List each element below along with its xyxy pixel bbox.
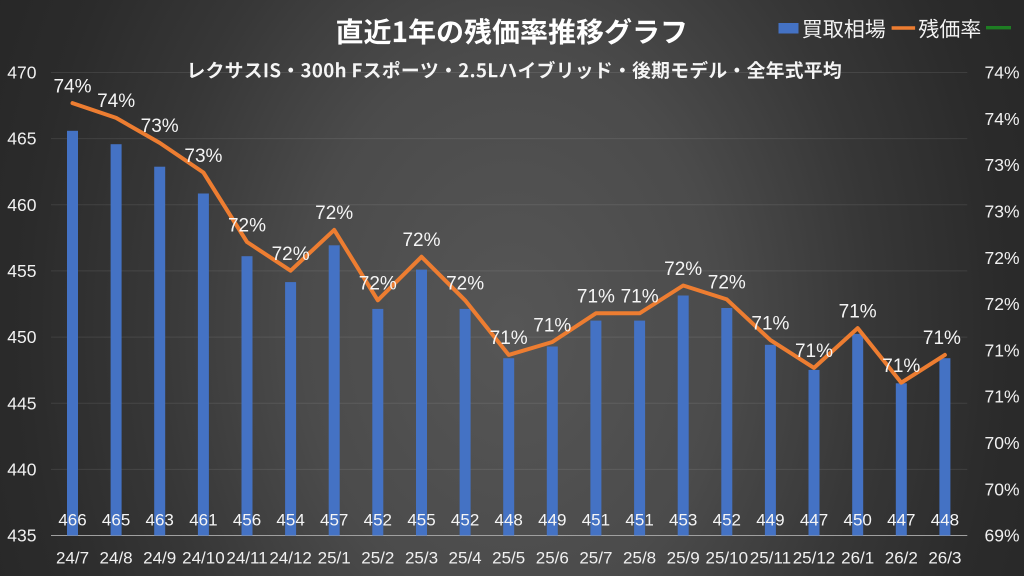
svg-text:71%: 71%: [985, 387, 1020, 407]
svg-text:25/7: 25/7: [579, 549, 612, 568]
svg-text:25/4: 25/4: [449, 549, 482, 568]
svg-text:72%: 72%: [985, 294, 1020, 314]
svg-text:24/10: 24/10: [182, 549, 225, 568]
svg-text:24/11: 24/11: [226, 549, 267, 568]
svg-text:447: 447: [887, 511, 915, 530]
svg-text:25/10: 25/10: [706, 549, 749, 568]
svg-text:450: 450: [844, 511, 872, 530]
svg-text:71%: 71%: [621, 287, 659, 308]
svg-text:25/9: 25/9: [667, 549, 700, 568]
svg-text:73%: 73%: [141, 116, 179, 137]
svg-text:71%: 71%: [795, 341, 833, 362]
svg-text:451: 451: [582, 511, 610, 530]
svg-text:455: 455: [407, 511, 435, 530]
svg-text:24/12: 24/12: [269, 549, 312, 568]
svg-text:72%: 72%: [446, 274, 484, 295]
svg-text:71%: 71%: [533, 315, 571, 336]
svg-text:25/12: 25/12: [793, 549, 836, 568]
svg-text:24/7: 24/7: [56, 549, 89, 568]
svg-text:70%: 70%: [985, 479, 1020, 499]
svg-text:465: 465: [102, 511, 130, 530]
svg-text:447: 447: [800, 511, 828, 530]
svg-text:72%: 72%: [664, 259, 702, 280]
svg-text:25/2: 25/2: [361, 549, 394, 568]
svg-text:69%: 69%: [985, 526, 1020, 546]
svg-text:71%: 71%: [751, 313, 789, 334]
svg-text:452: 452: [451, 511, 479, 530]
svg-text:435: 435: [7, 526, 36, 546]
svg-text:71%: 71%: [839, 301, 877, 322]
svg-text:463: 463: [146, 511, 174, 530]
svg-text:450: 450: [7, 327, 36, 347]
svg-text:74%: 74%: [985, 109, 1020, 129]
svg-text:72%: 72%: [228, 215, 266, 236]
svg-text:26/3: 26/3: [928, 549, 961, 568]
svg-text:25/6: 25/6: [536, 549, 569, 568]
svg-text:71%: 71%: [490, 328, 528, 349]
svg-text:25/11: 25/11: [750, 549, 791, 568]
svg-text:72%: 72%: [708, 273, 746, 294]
svg-text:448: 448: [495, 511, 523, 530]
svg-text:461: 461: [189, 511, 217, 530]
svg-text:74%: 74%: [53, 76, 91, 97]
svg-text:452: 452: [713, 511, 741, 530]
svg-text:26/1: 26/1: [841, 549, 874, 568]
svg-text:74%: 74%: [97, 91, 135, 112]
svg-text:25/3: 25/3: [405, 549, 438, 568]
svg-text:74%: 74%: [985, 63, 1020, 83]
svg-text:460: 460: [7, 195, 36, 215]
svg-text:449: 449: [538, 511, 566, 530]
svg-text:73%: 73%: [985, 202, 1020, 222]
svg-text:71%: 71%: [923, 328, 961, 349]
svg-text:72%: 72%: [359, 274, 397, 295]
svg-text:26/2: 26/2: [885, 549, 918, 568]
svg-text:452: 452: [364, 511, 392, 530]
svg-text:71%: 71%: [577, 287, 615, 308]
svg-text:449: 449: [756, 511, 784, 530]
svg-text:455: 455: [7, 261, 36, 281]
svg-text:445: 445: [7, 393, 36, 413]
svg-text:454: 454: [276, 511, 304, 530]
svg-text:24/9: 24/9: [143, 549, 176, 568]
svg-text:466: 466: [58, 511, 86, 530]
svg-text:73%: 73%: [985, 155, 1020, 175]
svg-text:71%: 71%: [882, 356, 920, 377]
svg-text:25/1: 25/1: [318, 549, 351, 568]
svg-text:451: 451: [625, 511, 653, 530]
svg-text:73%: 73%: [184, 146, 222, 167]
svg-text:25/5: 25/5: [492, 549, 525, 568]
svg-text:440: 440: [7, 460, 36, 480]
svg-text:453: 453: [669, 511, 697, 530]
svg-text:72%: 72%: [315, 203, 353, 224]
svg-text:72%: 72%: [272, 244, 310, 265]
svg-text:448: 448: [931, 511, 959, 530]
svg-text:70%: 70%: [985, 433, 1020, 453]
svg-text:71%: 71%: [985, 340, 1020, 360]
svg-text:25/8: 25/8: [623, 549, 656, 568]
svg-text:457: 457: [320, 511, 348, 530]
svg-text:24/8: 24/8: [100, 549, 133, 568]
svg-text:465: 465: [7, 129, 36, 149]
svg-text:72%: 72%: [985, 248, 1020, 268]
svg-text:470: 470: [7, 63, 36, 83]
svg-text:456: 456: [233, 511, 261, 530]
svg-text:72%: 72%: [402, 230, 440, 251]
